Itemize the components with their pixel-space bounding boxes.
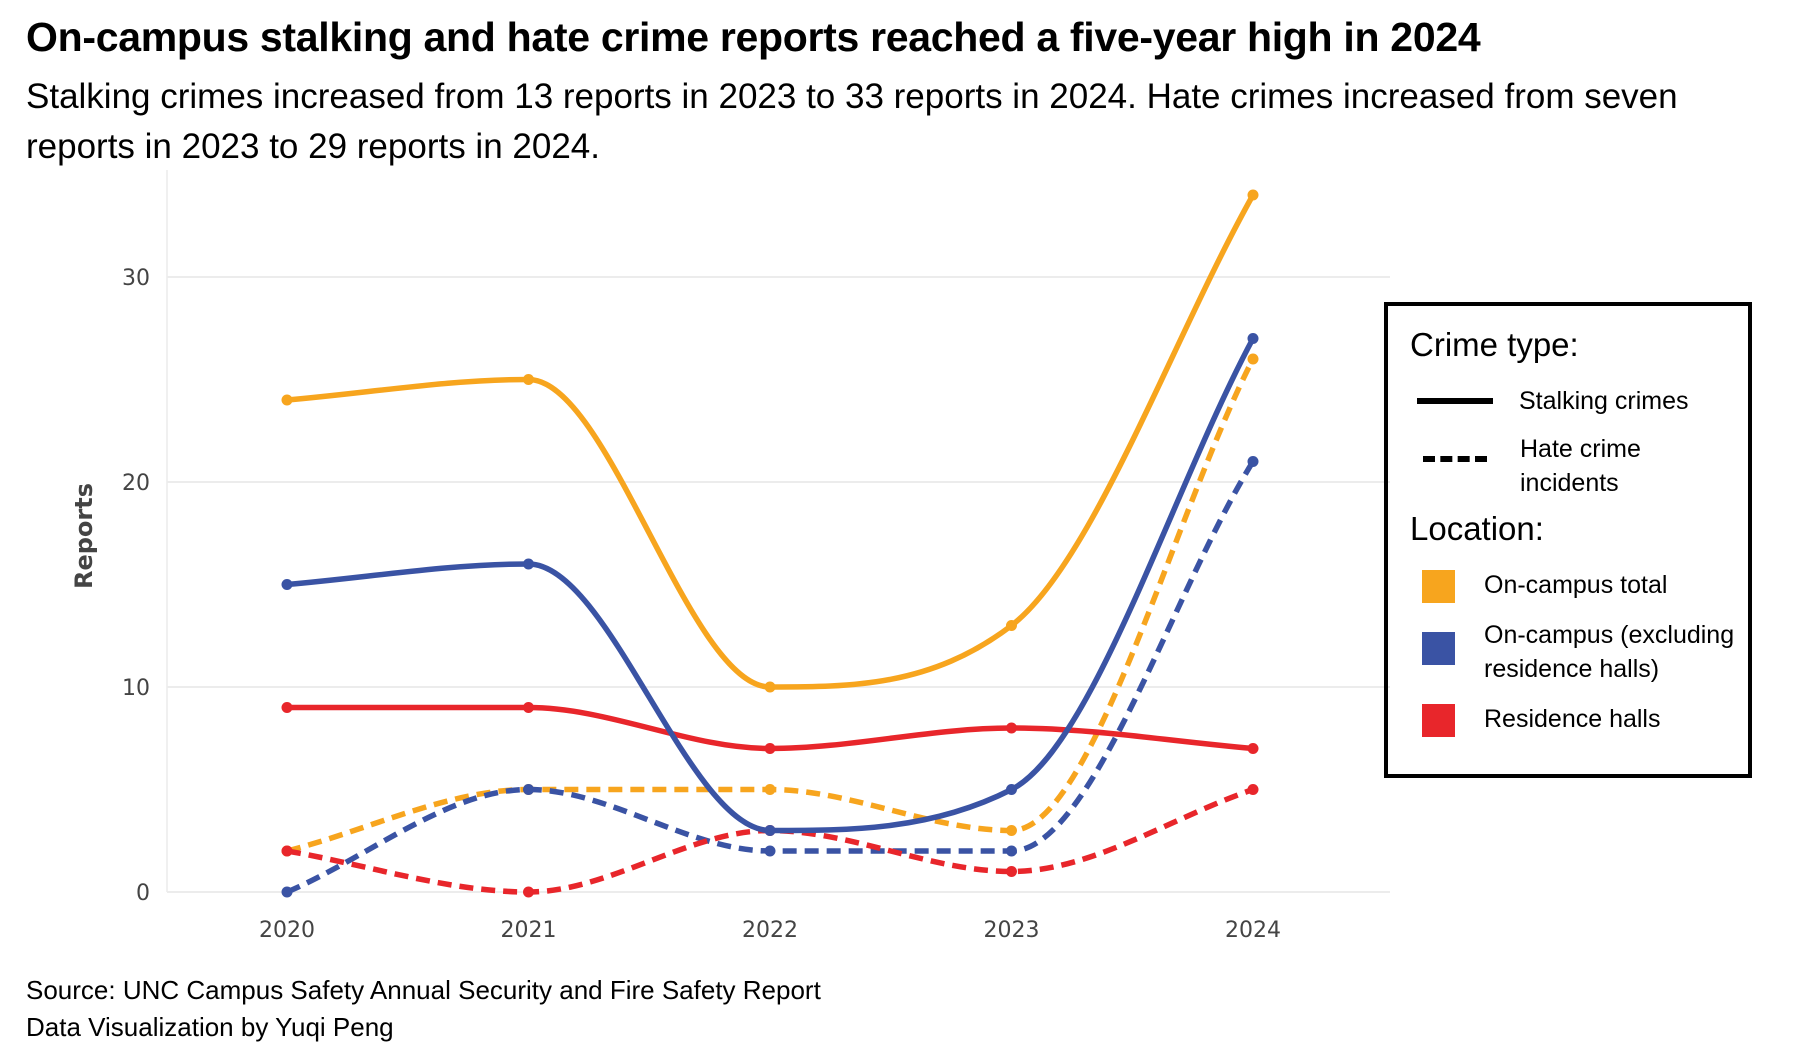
y-tick-label: 20 [122,471,150,496]
series-stalking-on-campus-total [281,189,1259,693]
data-point [523,558,534,570]
x-tick-label: 2022 [742,918,798,943]
x-tick-label: 2020 [259,918,315,943]
swatch-on-campus-total [1422,570,1455,603]
series-stalking-residence-halls [281,702,1259,754]
series-line [285,460,1256,895]
data-point [1006,722,1017,734]
data-point [281,394,293,406]
series-hate-on-campus-excluding-residence-halls [281,456,1259,898]
data-point [1006,845,1017,857]
legend-total: On-campus total [1484,571,1668,599]
series-hate-on-campus-total [281,353,1259,857]
data-point [1006,866,1017,877]
data-point [1006,620,1017,631]
data-point [1247,456,1259,467]
data-point [523,702,534,713]
y-tick-label: 30 [122,266,150,291]
data-point [523,784,534,795]
series-line [287,704,1254,752]
data-point [764,845,776,857]
data-point [1006,825,1017,836]
swatch-residence-halls [1422,704,1455,737]
x-tick-label: 2023 [984,918,1040,943]
x-tick-label: 2021 [501,918,557,943]
legend-excl-1: On-campus (excluding [1484,621,1735,649]
y-axis-label: Reports [70,483,98,589]
data-point [764,681,776,693]
source-note: Source: UNC Campus Safety Annual Securit… [26,972,821,1046]
series-line [286,193,1256,690]
legend-heading-location: Location: [1410,510,1544,547]
series-stalking-on-campus-excluding-residence-halls [281,333,1259,836]
data-point [1006,784,1017,795]
data-point [1247,189,1259,201]
data-point [764,743,776,754]
legend-res: Residence halls [1484,705,1661,733]
data-point [764,825,776,836]
data-point [523,886,534,898]
y-tick-label: 10 [122,676,150,701]
data-point [1247,784,1259,795]
data-point [764,784,776,795]
legend-hate-2: incidents [1520,469,1619,497]
data-point [1247,353,1259,365]
legend-heading-crime-type: Crime type: [1410,326,1579,363]
credit-text: Data Visualization by Yuqi Peng [26,1012,394,1042]
dashed-line-icon [1423,456,1487,462]
y-tick-label: 0 [136,881,150,906]
data-point [281,579,293,590]
legend: Crime type: Stalking crimes Hate crime i… [1384,302,1752,778]
x-tick-label: 2024 [1225,918,1281,943]
series-line [286,786,1254,895]
swatch-on-campus-excl [1422,632,1455,665]
data-point [281,886,293,898]
series-line [286,357,1256,854]
series-hate-residence-halls [281,784,1259,898]
data-point [1247,743,1259,754]
data-point [281,702,293,713]
line-chart: 0 10 20 30 2020 2021 2022 2023 2024 Reports [70,170,1390,943]
data-point [281,845,293,857]
chart-subtitle: Stalking crimes increased from 13 report… [26,77,1678,166]
data-point [1247,333,1259,344]
source-text: Source: UNC Campus Safety Annual Securit… [26,975,821,1005]
series-line [286,337,1256,834]
legend-excl-2: residence halls) [1484,655,1660,683]
legend-stalking: Stalking crimes [1519,387,1689,415]
chart-title: On-campus stalking and hate crime report… [26,14,1481,60]
solid-line-icon [1417,398,1493,404]
data-point [523,374,534,385]
legend-hate-1: Hate crime [1520,435,1641,463]
